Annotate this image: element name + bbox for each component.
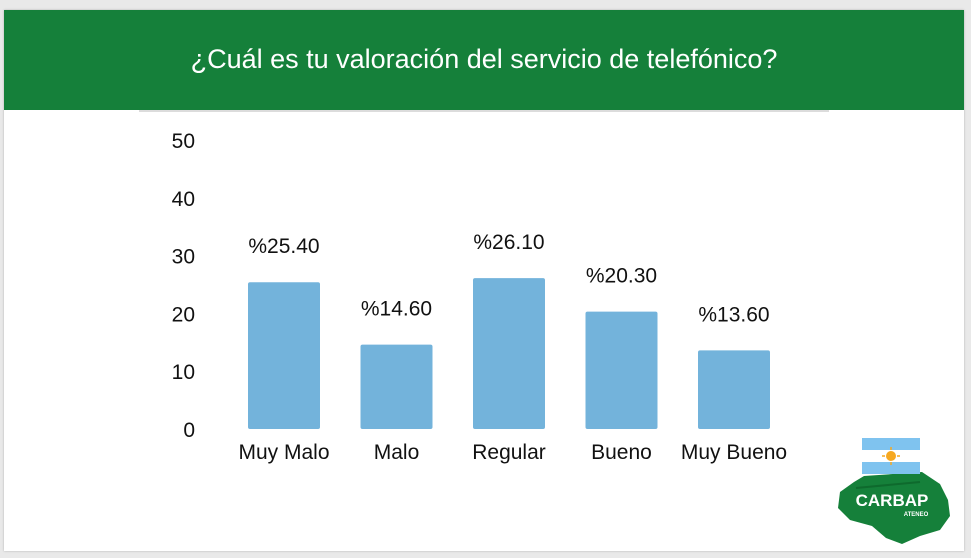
title-divider	[139, 110, 829, 112]
y-tick-label: 40	[172, 188, 195, 211]
logo-subtext: ATENEO	[904, 512, 929, 518]
x-category-label: Muy Malo	[238, 441, 329, 464]
bar-muy-bueno	[698, 350, 770, 429]
y-tick-label: 20	[172, 303, 195, 326]
data-label: %13.60	[698, 303, 769, 326]
bar-muy-malo	[248, 282, 320, 429]
y-tick-label: 30	[172, 246, 195, 269]
title-banner: ¿Cuál es tu valoración del servicio de t…	[4, 10, 964, 110]
y-tick-label: 50	[172, 130, 195, 153]
logo-text: CARBAP	[856, 491, 929, 510]
y-tick-label: 0	[183, 419, 195, 442]
data-labels: %25.40 %14.60 %26.10 %20.30 %13.60	[248, 231, 769, 326]
data-label: %14.60	[361, 298, 432, 321]
y-axis: 0 10 20 30 40 50	[172, 130, 195, 442]
data-label: %25.40	[248, 235, 319, 258]
x-axis: Muy Malo Malo Regular Bueno Muy Bueno	[238, 441, 787, 464]
slide: ¿Cuál es tu valoración del servicio de t…	[4, 10, 964, 551]
data-label: %20.30	[586, 265, 657, 288]
y-tick-label: 10	[172, 361, 195, 384]
data-label: %26.10	[473, 231, 544, 254]
x-category-label: Muy Bueno	[681, 441, 787, 464]
chart-title: ¿Cuál es tu valoración del servicio de t…	[190, 44, 778, 74]
x-category-label: Malo	[374, 441, 420, 464]
bar-regular	[473, 278, 545, 429]
x-category-label: Bueno	[591, 441, 652, 464]
x-category-label: Regular	[472, 441, 546, 464]
bar-chart: 0 10 20 30 40 50 %25.40 %14.60 %26.10 %20.30 %13.…	[172, 130, 787, 464]
bars	[248, 278, 770, 429]
carbap-logo: CARBAP ATENEO	[838, 438, 950, 544]
bar-malo	[360, 344, 433, 429]
bar-bueno	[585, 311, 658, 429]
